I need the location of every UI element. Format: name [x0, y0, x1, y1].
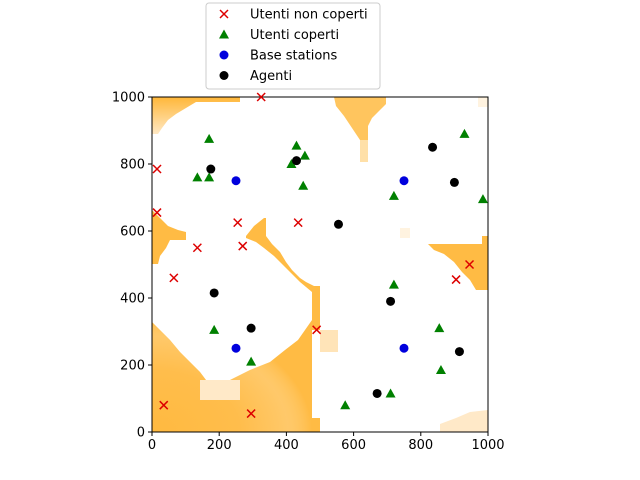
- series-3-point: [291, 156, 301, 166]
- legend-label: Base stations: [250, 49, 338, 64]
- heatmap-cell: [360, 140, 368, 162]
- heatmap-cell: [312, 418, 320, 432]
- series-1-point: [388, 279, 399, 289]
- series-1-point: [459, 128, 470, 138]
- y-tick-label: 1000: [112, 91, 145, 106]
- marker-stroke: [464, 259, 475, 270]
- marker-stroke: [159, 400, 169, 410]
- series-0-point: [293, 218, 303, 228]
- legend-marker: [219, 29, 229, 39]
- y-tick-label: 800: [120, 158, 145, 173]
- series-1-point: [246, 356, 257, 366]
- series-1-point: [435, 365, 446, 375]
- x-tick-label: 800: [408, 438, 433, 453]
- series-3-point: [372, 388, 382, 398]
- series-0-point: [256, 92, 266, 102]
- series-0-point: [152, 208, 162, 218]
- heatmap-light-spot: [200, 380, 240, 400]
- series-1-point: [204, 172, 215, 182]
- legend-marker: [219, 9, 229, 19]
- marker-stroke: [238, 241, 248, 251]
- x-tick-label: 600: [341, 438, 366, 453]
- heatmap-region-left: [152, 210, 186, 264]
- series-0-point: [152, 164, 162, 174]
- y-tick-label: 400: [120, 292, 145, 307]
- series-3-point: [428, 142, 438, 152]
- data-markers: [152, 92, 488, 419]
- x-tick-label: 400: [274, 438, 299, 453]
- heatmap-shading: [152, 320, 312, 432]
- marker-stroke: [312, 325, 322, 335]
- marker-stroke: [256, 92, 266, 102]
- series-2-point: [399, 176, 409, 186]
- series-3-point: [209, 288, 219, 298]
- series-1-point: [388, 190, 399, 200]
- series-1-point: [209, 324, 220, 334]
- legend-label: Agenti: [250, 69, 292, 84]
- series-0-point: [246, 409, 256, 419]
- marker-stroke: [169, 273, 179, 283]
- heatmap-cell: [320, 330, 338, 352]
- series-0-point: [451, 275, 461, 285]
- legend-label: Utenti non coperti: [250, 8, 368, 23]
- marker-stroke: [233, 218, 243, 228]
- legend-marker: [219, 50, 229, 60]
- plot-frame: [151, 96, 489, 433]
- series-0-point: [233, 218, 243, 228]
- y-tick-label: 200: [120, 359, 145, 374]
- series-1-point: [286, 159, 297, 168]
- series-3-point: [246, 323, 256, 333]
- series-1-point: [204, 133, 215, 143]
- marker-stroke: [293, 218, 303, 228]
- heatmap-region-top-middle: [334, 97, 386, 162]
- marker-stroke: [451, 275, 461, 285]
- series-0-point: [464, 259, 475, 270]
- heatmap-region-band: [246, 218, 320, 330]
- x-axis: 0 200 400 600 800 1000: [148, 432, 505, 453]
- heatmap-region-bottom-right: [440, 410, 488, 432]
- series-2-point: [399, 343, 409, 353]
- marker-stroke: [152, 208, 162, 218]
- series-2-point: [231, 176, 241, 186]
- legend-label: Utenti coperti: [250, 28, 339, 43]
- series-1-point: [385, 388, 396, 398]
- series-1-point: [340, 400, 351, 410]
- marker-stroke: [192, 243, 202, 253]
- y-axis: 0 200 400 600 800 1000: [112, 91, 152, 441]
- series-1-point: [477, 194, 488, 204]
- y-tick-label: 0: [137, 426, 145, 441]
- series-3-point: [206, 164, 216, 174]
- series-2-point: [231, 343, 241, 353]
- series-3-point: [386, 296, 396, 306]
- x-tick-label: 200: [207, 438, 232, 453]
- series-1-point: [434, 323, 445, 333]
- series-0-point: [312, 325, 322, 335]
- x-tick-label: 1000: [471, 438, 504, 453]
- series-0-point: [169, 273, 179, 283]
- series-1-point: [298, 180, 309, 190]
- series-0-point: [192, 243, 202, 253]
- series-1-point: [291, 140, 302, 150]
- heatmap-cell: [478, 97, 488, 107]
- series-3-point: [449, 177, 459, 187]
- series-3-point: [333, 219, 343, 229]
- y-tick-label: 600: [120, 225, 145, 240]
- coverage-heatmap: [152, 97, 488, 432]
- marker-stroke: [246, 409, 256, 419]
- marker-stroke: [152, 164, 162, 174]
- series-3-point: [454, 347, 464, 357]
- series-0-point: [238, 241, 248, 251]
- series-0-point: [159, 400, 169, 410]
- x-tick-label: 0: [148, 438, 156, 453]
- heatmap-region-right: [428, 236, 488, 290]
- legend-marker: [219, 71, 229, 80]
- marker-stroke: [219, 9, 229, 19]
- heatmap-cell: [400, 228, 410, 238]
- heatmap-region-top-left: [152, 97, 240, 134]
- series-1-point: [192, 172, 203, 182]
- legend: Utenti non coperti Utenti coperti Base sta…: [205, 2, 381, 90]
- legend-box: [205, 2, 381, 90]
- series-1-point: [299, 150, 310, 160]
